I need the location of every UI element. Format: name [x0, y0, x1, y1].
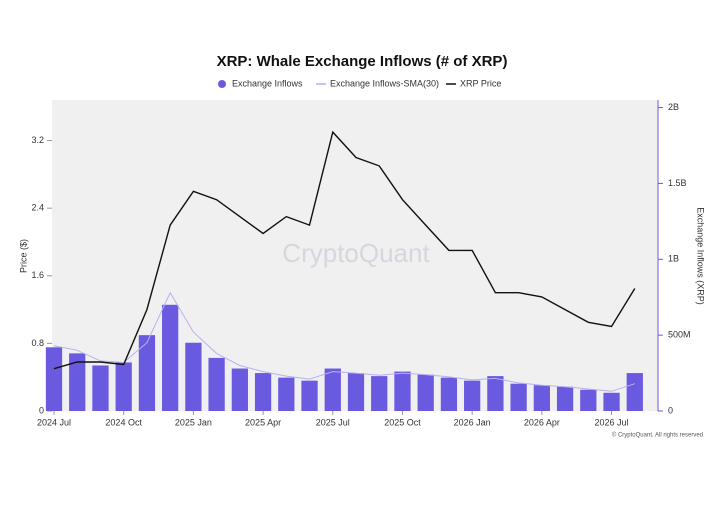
bar [115, 362, 132, 411]
bar [626, 373, 643, 411]
y-tick-label: 2.4 [31, 203, 44, 213]
x-tick-label: 2025 Jan [175, 417, 212, 427]
bar [603, 392, 620, 411]
chart-title: XRP: Whale Exchange Inflows (# of XRP) [217, 53, 508, 70]
bar [440, 377, 458, 411]
y2-tick-label: 2B [668, 102, 679, 112]
credit: © CryptoQuant. All rights reserved [612, 432, 703, 439]
legend-label: Exchange Inflows-SMA(30) [330, 78, 439, 88]
bar [580, 389, 597, 411]
line [53, 130, 636, 370]
bar [231, 368, 248, 411]
bar [371, 376, 388, 411]
bar [301, 380, 318, 411]
x-tick-label: 2024 Jul [37, 417, 71, 427]
x-tick-label: 2026 Jan [454, 417, 491, 427]
y-tick-label: 0 [39, 405, 44, 415]
watermark: CryptoQuant [282, 238, 430, 268]
bar [138, 335, 156, 411]
y-tick-label: 0.8 [31, 338, 44, 348]
bar [254, 373, 272, 411]
bar [533, 385, 550, 411]
y2-axis-label: Exchange Inflows (XRP) [696, 207, 706, 305]
bar [69, 353, 86, 411]
x-tick-label: 2025 Oct [384, 417, 421, 427]
y-tick-label: 3.2 [31, 135, 44, 145]
x-tick-label: 2025 Jul [316, 417, 350, 427]
bar [324, 368, 341, 411]
y-tick-label: 1.6 [31, 270, 44, 280]
bar [162, 304, 179, 411]
y2-tick-label: 1B [668, 254, 679, 264]
legend-label: Exchange Inflows [232, 78, 303, 88]
legend-label: XRP Price [460, 78, 501, 88]
x-tick-label: 2026 Jul [595, 417, 629, 427]
x-tick-label: 2024 Oct [105, 417, 142, 427]
x-tick-label: 2025 Apr [245, 417, 281, 427]
bar [417, 374, 434, 411]
bar [92, 365, 109, 411]
bar [208, 357, 225, 411]
bar [487, 376, 504, 411]
bar [464, 380, 481, 411]
bar [510, 383, 527, 411]
y2-tick-label: 0 [668, 405, 673, 415]
y2-tick-label: 1.5B [668, 178, 687, 188]
x-tick-label: 2026 Apr [524, 417, 560, 427]
y-axis-label: Price ($) [18, 239, 28, 273]
bar [556, 386, 574, 411]
bar [278, 377, 295, 411]
legend: Exchange Inflows Exchange Inflows-SMA(30)… [218, 78, 501, 88]
bar [185, 342, 202, 411]
bar [45, 347, 63, 411]
y2-tick-label: 500M [668, 330, 691, 340]
line [53, 291, 635, 392]
bar [394, 371, 411, 411]
legend-swatch [218, 80, 226, 88]
bar [347, 373, 365, 411]
